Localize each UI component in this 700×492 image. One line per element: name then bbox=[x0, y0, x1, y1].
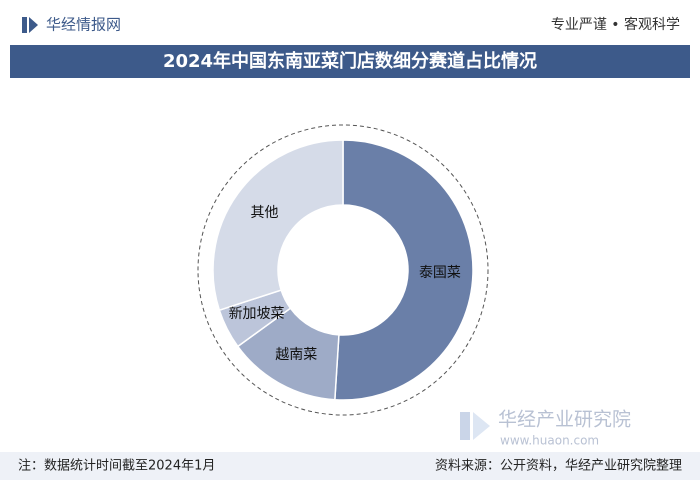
logo bbox=[22, 17, 38, 33]
chart-title: 2024年中国东南亚菜门店数细分赛道占比情况 bbox=[163, 50, 537, 72]
logo-bar bbox=[22, 17, 27, 33]
watermark-icon bbox=[460, 412, 470, 440]
donut-slice bbox=[334, 139, 474, 401]
footnote: 注：数据统计时间截至2024年1月 bbox=[18, 459, 215, 474]
tagline: 专业严谨 • 客观科学 bbox=[551, 16, 680, 33]
logo-arrow bbox=[29, 17, 38, 33]
watermark-name: 华经产业研究院 bbox=[498, 409, 631, 431]
dashed-ring bbox=[197, 124, 489, 416]
watermark-url: www.huaon.com bbox=[500, 434, 599, 448]
title-band bbox=[10, 45, 690, 78]
slice-label: 新加坡菜 bbox=[229, 306, 285, 322]
footer-band bbox=[0, 452, 700, 480]
slice-label: 越南菜 bbox=[275, 347, 317, 363]
watermark: 华经产业研究院 www.huaon.com bbox=[460, 409, 631, 448]
source: 资料来源：公开资料，华经产业研究院整理 bbox=[435, 459, 682, 474]
brand: 华经情报网 bbox=[46, 16, 121, 34]
slice-label: 其他 bbox=[251, 205, 279, 221]
watermark-icon bbox=[473, 412, 490, 440]
slice-label: 泰国菜 bbox=[419, 265, 461, 281]
donut-slice bbox=[212, 139, 344, 312]
